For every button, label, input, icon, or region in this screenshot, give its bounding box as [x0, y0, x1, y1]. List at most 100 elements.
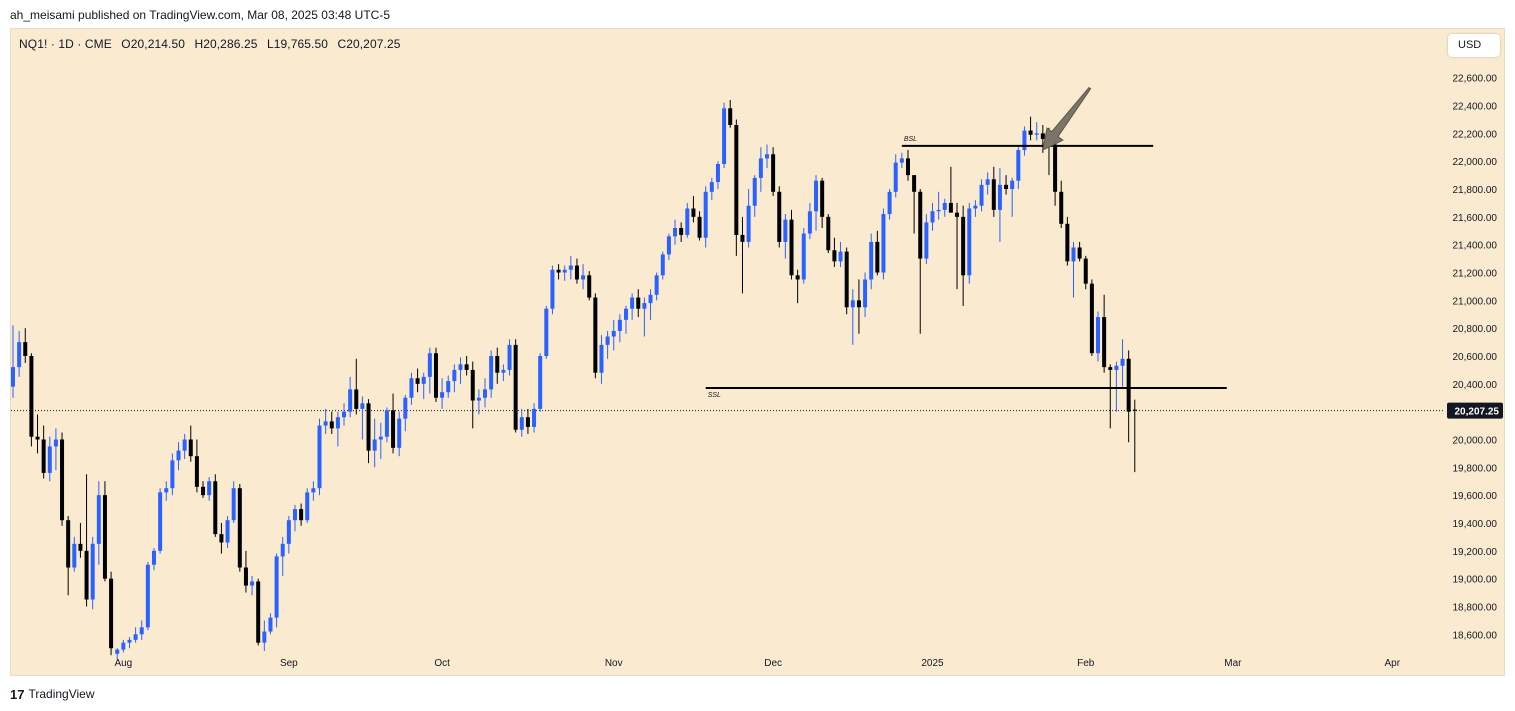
candle-body	[164, 488, 169, 493]
candle-body	[470, 369, 475, 401]
candle-body	[243, 567, 248, 586]
candle-body	[446, 381, 451, 393]
candle-body	[335, 417, 340, 429]
candle-body	[893, 162, 898, 192]
candle-body	[581, 275, 586, 280]
candle-body	[1083, 258, 1088, 284]
candle-body	[1028, 130, 1033, 135]
candle-body	[268, 617, 273, 632]
candlestick-chart[interactable]: 18,600.00 18,800.00 19,000.00 19,200.00 19,4…	[11, 29, 1504, 675]
candle-body	[11, 367, 15, 387]
candle-body	[139, 627, 144, 635]
candle-body	[378, 436, 383, 440]
y-tick-label: 18,600.00	[1453, 630, 1498, 641]
candle-body	[936, 209, 941, 212]
candle-body	[342, 411, 347, 418]
candle-body	[452, 369, 457, 382]
footer: 17 TradingView	[10, 685, 95, 703]
candle-body	[1022, 130, 1027, 151]
level-label-bsl: BSL	[904, 136, 917, 143]
y-tick-label: 21,800.00	[1453, 185, 1498, 196]
candle-body	[844, 251, 849, 308]
candle-body	[912, 175, 917, 192]
candle-body	[556, 269, 561, 273]
candle-body	[145, 564, 150, 628]
candle-body	[256, 581, 261, 643]
candle-body	[697, 216, 702, 238]
candle-body	[495, 356, 500, 373]
candle-body	[409, 378, 414, 398]
candle-body	[329, 421, 334, 429]
candle-body	[905, 158, 910, 176]
candle-body	[1004, 184, 1009, 190]
candle-body	[728, 108, 733, 126]
candle-body	[323, 421, 328, 426]
candle-body	[507, 344, 512, 370]
currency-button[interactable]: USD	[1448, 34, 1500, 57]
candle-body	[666, 236, 671, 255]
candle-body	[170, 460, 175, 489]
candle-body	[237, 488, 242, 568]
candle-body	[863, 279, 868, 308]
candle-body	[1102, 317, 1107, 368]
candle-body	[624, 308, 628, 320]
candle-body	[121, 642, 126, 650]
level-label-ssl: SSL	[708, 392, 721, 399]
last-price-tag	[1447, 402, 1503, 419]
candle-body	[274, 556, 279, 618]
candle-body	[820, 180, 825, 217]
candle-body	[403, 397, 408, 419]
candle-body	[636, 297, 641, 309]
y-tick-label: 21,200.00	[1453, 269, 1498, 280]
candle-body	[1108, 367, 1113, 370]
candle-body	[188, 439, 193, 457]
candle-body	[562, 269, 567, 273]
candle-body	[740, 234, 745, 242]
candle-body	[1071, 247, 1076, 262]
candle-body	[489, 356, 494, 390]
candle-body	[1089, 283, 1094, 354]
y-tick-label: 19,200.00	[1453, 547, 1498, 558]
candle-body	[734, 125, 739, 235]
candle-body	[60, 439, 65, 521]
footer-brand[interactable]: TradingView	[28, 687, 95, 701]
x-tick-label: Sep	[280, 658, 298, 669]
candle-body	[660, 254, 665, 276]
candle-body	[764, 154, 769, 159]
candle-body	[207, 481, 212, 496]
candle-body	[317, 425, 322, 489]
y-tick-label: 20,000.00	[1453, 435, 1498, 446]
candle-body	[1010, 180, 1015, 190]
candle-body	[201, 486, 206, 496]
candle-body	[90, 543, 95, 600]
candle-body	[930, 211, 935, 223]
candle-body	[783, 219, 788, 242]
x-tick-label: Aug	[114, 658, 132, 669]
candle-body	[703, 191, 708, 238]
candle-body	[955, 212, 960, 217]
candle-body	[219, 534, 224, 543]
candle-body	[115, 649, 120, 654]
candle-body	[673, 227, 678, 237]
candle-body	[856, 300, 861, 308]
candle-body	[942, 202, 947, 210]
candle-body	[752, 177, 757, 206]
tradingview-logo-icon[interactable]: 17	[10, 686, 25, 702]
candle-body	[133, 634, 138, 640]
legend-symbol: NQ1! · 1D · CME	[19, 37, 112, 51]
x-tick-label: Nov	[605, 658, 623, 669]
candle-body	[550, 269, 555, 309]
chart-area[interactable]: 18,600.00 18,800.00 19,000.00 19,200.00 19,4…	[10, 28, 1505, 676]
candle-body	[1053, 144, 1058, 192]
y-tick-label: 20,400.00	[1453, 380, 1498, 391]
candle-body	[924, 222, 929, 259]
candle-body	[397, 418, 402, 448]
candle-body	[41, 439, 46, 473]
candle-body	[961, 216, 966, 276]
symbol-legend: NQ1! · 1D · CME O20,214.50 H20,286.25 L1…	[19, 37, 407, 51]
candle-body	[1065, 223, 1070, 262]
candle-body	[1132, 409, 1137, 411]
candle-body	[948, 202, 953, 213]
y-tick-label: 19,800.00	[1453, 463, 1498, 474]
candle-body	[630, 297, 635, 309]
